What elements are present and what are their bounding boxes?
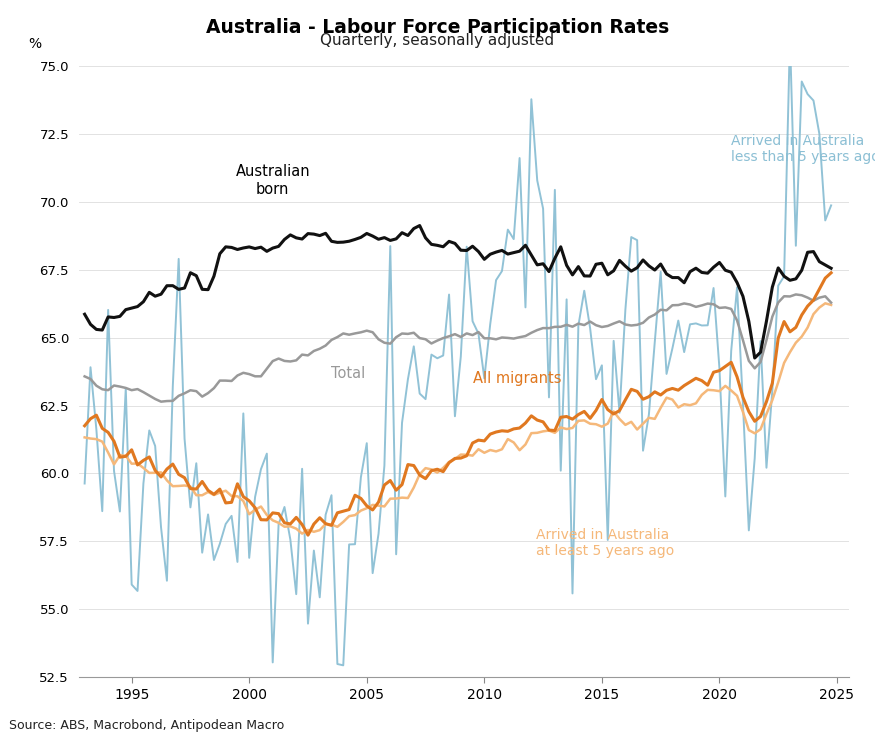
Text: %: % bbox=[29, 37, 42, 51]
Text: Australian
born: Australian born bbox=[235, 164, 310, 197]
Text: Quarterly, seasonally adjusted: Quarterly, seasonally adjusted bbox=[320, 33, 555, 48]
Text: Arrived in Australia
less than 5 years ago: Arrived in Australia less than 5 years a… bbox=[732, 134, 875, 164]
Text: Source: ABS, Macrobond, Antipodean Macro: Source: ABS, Macrobond, Antipodean Macro bbox=[9, 719, 284, 732]
Text: Australia - Labour Force Participation Rates: Australia - Labour Force Participation R… bbox=[206, 18, 669, 38]
Text: Arrived in Australia
at least 5 years ago: Arrived in Australia at least 5 years ag… bbox=[536, 528, 675, 558]
Text: All migrants: All migrants bbox=[473, 371, 561, 386]
Text: Total: Total bbox=[332, 366, 366, 381]
